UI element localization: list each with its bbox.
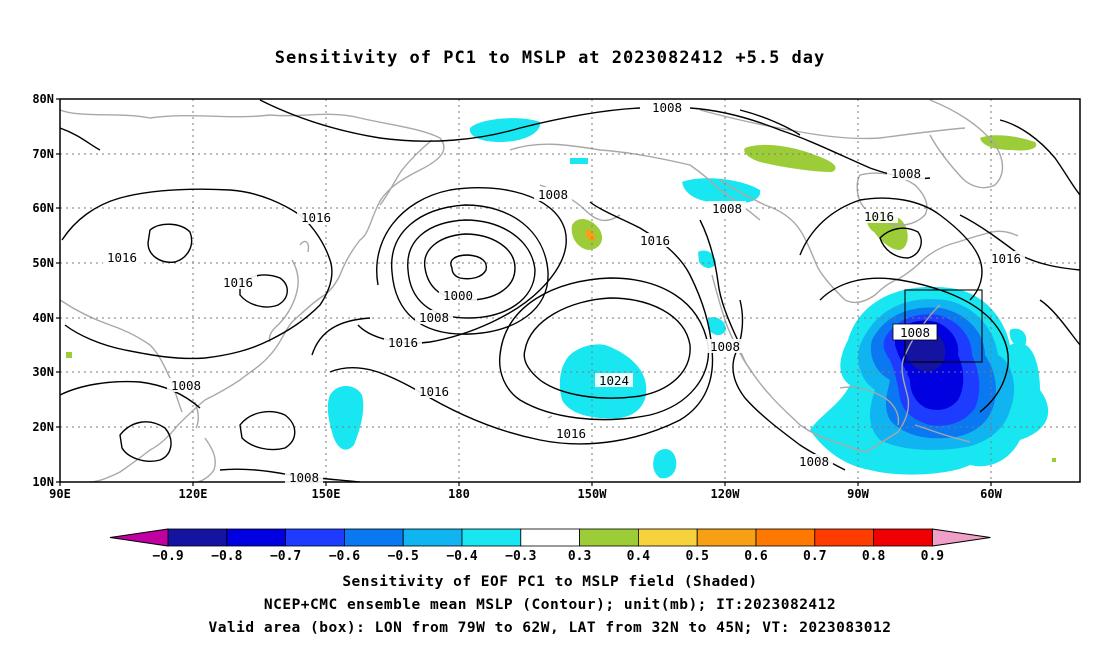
lat-label: 40N — [32, 311, 54, 325]
lat-label: 70N — [32, 147, 54, 161]
colorbar-swatch — [520, 528, 580, 547]
colorbar-right-arrow — [931, 528, 991, 547]
colorbar-label: −0.3 — [505, 549, 536, 564]
colorbar: −0.9 −0.8 −0.7 −0.6 −0.5 −0.4 −0.3 0.3 0.4 0.5 0.6… — [109, 528, 991, 564]
colorbar-left-arrow — [109, 528, 169, 547]
contour-label: 1008 — [799, 454, 829, 469]
colorbar-label: 0.5 — [685, 549, 708, 564]
colorbar-swatch — [402, 528, 463, 547]
lon-label: 60W — [980, 487, 1002, 501]
lat-label: 50N — [32, 256, 54, 270]
caption-line-1: Sensitivity of EOF PC1 to MSLP field (Sh… — [342, 574, 758, 590]
contour-label: 1008 — [900, 325, 930, 340]
colorbar-label: 0.8 — [862, 549, 886, 564]
contour-label: 1008 — [652, 100, 682, 115]
colorbar-swatch — [461, 528, 522, 547]
lon-label: 120W — [711, 487, 741, 501]
contour-label: 1008 — [289, 470, 319, 485]
lat-label: 80N — [32, 92, 54, 106]
lon-label: 90E — [49, 487, 71, 501]
colorbar-swatch — [696, 528, 757, 547]
contour-label: 1016 — [419, 384, 449, 399]
contour-label: 1008 — [538, 187, 568, 202]
colorbar-label: 0.7 — [803, 549, 826, 564]
colorbar-swatch — [755, 528, 816, 547]
contour-label: 1008 — [710, 339, 740, 354]
contour-label: 1008 — [171, 378, 201, 393]
contour-label: 1008 — [419, 310, 449, 325]
colorbar-label: −0.6 — [329, 549, 360, 564]
caption-line-3: Valid area (box): LON from 79W to 62W, L… — [208, 620, 892, 636]
lat-label: 60N — [32, 201, 54, 215]
lat-label: 30N — [32, 365, 54, 379]
colorbar-label: −0.7 — [270, 549, 301, 564]
lon-label: 120E — [179, 487, 208, 501]
contour-label: 1000 — [443, 288, 473, 303]
contour-label: 1016 — [991, 251, 1021, 266]
contour-label: 1016 — [301, 210, 331, 225]
lon-label: 180 — [448, 487, 470, 501]
colorbar-label: 0.3 — [568, 549, 591, 564]
contour-label: 1008 — [712, 201, 742, 216]
lat-label: 10N — [32, 475, 54, 489]
lon-label: 90W — [847, 487, 869, 501]
lon-label: 150E — [312, 487, 341, 501]
colorbar-swatch — [638, 528, 698, 547]
colorbar-label: 0.6 — [744, 549, 768, 564]
colorbar-label: −0.4 — [446, 549, 477, 564]
contour-label: 1008 — [891, 166, 921, 181]
colorbar-swatch — [814, 528, 874, 547]
caption-line-2: NCEP+CMC ensemble mean MSLP (Contour); u… — [263, 597, 837, 613]
contour-label: 1016 — [556, 426, 586, 441]
colorbar-label: −0.5 — [388, 549, 419, 564]
longitude-labels: 90E 120E 150E 180 150W 120W 90W 60W — [49, 482, 1003, 501]
colorbar-label: 0.4 — [627, 549, 651, 564]
contour-label: 1016 — [388, 335, 418, 350]
contour-label: 1024 — [599, 373, 629, 388]
colorbar-label: −0.8 — [211, 549, 242, 564]
contour-label: 1016 — [223, 275, 253, 290]
contour-label: 1016 — [107, 250, 137, 265]
colorbar-label: −0.9 — [152, 549, 183, 564]
contour-label: 1016 — [640, 233, 670, 248]
colorbar-swatch — [873, 528, 933, 547]
colorbar-label: 0.9 — [921, 549, 944, 564]
contour-labels: 1008100810081016101610161016100010081016… — [103, 100, 1025, 485]
colorbar-swatch — [579, 528, 639, 547]
colorbar-swatch — [343, 528, 404, 547]
lon-label: 150W — [578, 487, 608, 501]
colorbar-swatch — [226, 528, 287, 547]
colorbar-swatch — [167, 528, 228, 547]
lat-label: 20N — [32, 420, 54, 434]
contour-label: 1016 — [864, 209, 894, 224]
map-title: Sensitivity of PC1 to MSLP at 2023082412… — [274, 48, 826, 68]
latitude-labels: 80N 70N 60N 50N 40N 30N 20N 10N — [32, 92, 60, 489]
colorbar-swatch — [285, 528, 345, 547]
